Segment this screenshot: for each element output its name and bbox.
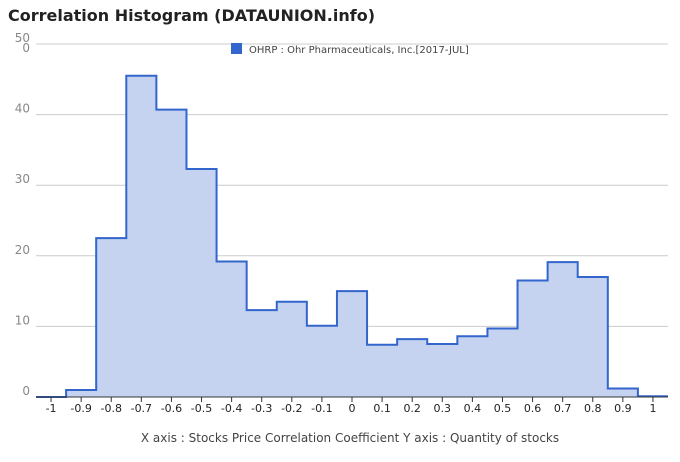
x-tick-label: -1 bbox=[46, 402, 57, 415]
legend[interactable]: OHRP : Ohr Pharmaceuticals, Inc.[2017-JU… bbox=[231, 43, 469, 56]
x-tick-label: 0.5 bbox=[494, 402, 512, 415]
y-tick-label: 0 bbox=[22, 384, 30, 398]
x-tick-label: -0.9 bbox=[70, 402, 91, 415]
y-tick-label: 0 bbox=[22, 41, 30, 55]
chart-title: Correlation Histogram (DATAUNION.info) bbox=[8, 6, 375, 25]
x-tick-label: -0.3 bbox=[251, 402, 272, 415]
series-area bbox=[36, 75, 668, 398]
x-tick-label: 0.8 bbox=[584, 402, 602, 415]
x-tick-label: -0.6 bbox=[161, 402, 182, 415]
x-tick-label: -0.8 bbox=[101, 402, 122, 415]
y-tick-label: 10 bbox=[15, 313, 30, 327]
x-tick-label: 0.2 bbox=[403, 402, 421, 415]
x-tick-label: 0 bbox=[349, 402, 356, 415]
x-tick-label: -0.5 bbox=[191, 402, 212, 415]
y-tick-label: 20 bbox=[15, 243, 30, 257]
series-line bbox=[36, 74, 668, 398]
x-tick-label: -0.4 bbox=[221, 402, 242, 415]
x-tick-label: 0.3 bbox=[434, 402, 452, 415]
x-tick-label: -0.7 bbox=[131, 402, 152, 415]
y-tick-label: 30 bbox=[15, 172, 30, 186]
x-axis-ticks: -1 -0.9 -0.8 -0.7 -0.6 -0.5 -0.4 -0.3 -0.2 -0.1 0 0… bbox=[46, 402, 657, 415]
x-tick-label: -0.1 bbox=[311, 402, 332, 415]
x-tick-label: 0.7 bbox=[554, 402, 572, 415]
x-tick-label: 0.4 bbox=[464, 402, 482, 415]
x-axis bbox=[36, 396, 668, 402]
x-tick-label: -0.2 bbox=[281, 402, 302, 415]
x-tick-label: 0.1 bbox=[373, 402, 391, 415]
legend-swatch bbox=[231, 43, 242, 54]
y-tick-label: 50 bbox=[15, 31, 30, 45]
histogram-series bbox=[36, 74, 668, 398]
y-tick-label: 40 bbox=[15, 102, 30, 116]
x-tick-label: 0.9 bbox=[614, 402, 632, 415]
axis-caption: X axis : Stocks Price Correlation Coeffi… bbox=[141, 431, 559, 445]
x-tick-label: 1 bbox=[649, 402, 656, 415]
x-tick-label: 0.6 bbox=[524, 402, 542, 415]
legend-label: OHRP : Ohr Pharmaceuticals, Inc.[2017-JU… bbox=[249, 45, 469, 56]
